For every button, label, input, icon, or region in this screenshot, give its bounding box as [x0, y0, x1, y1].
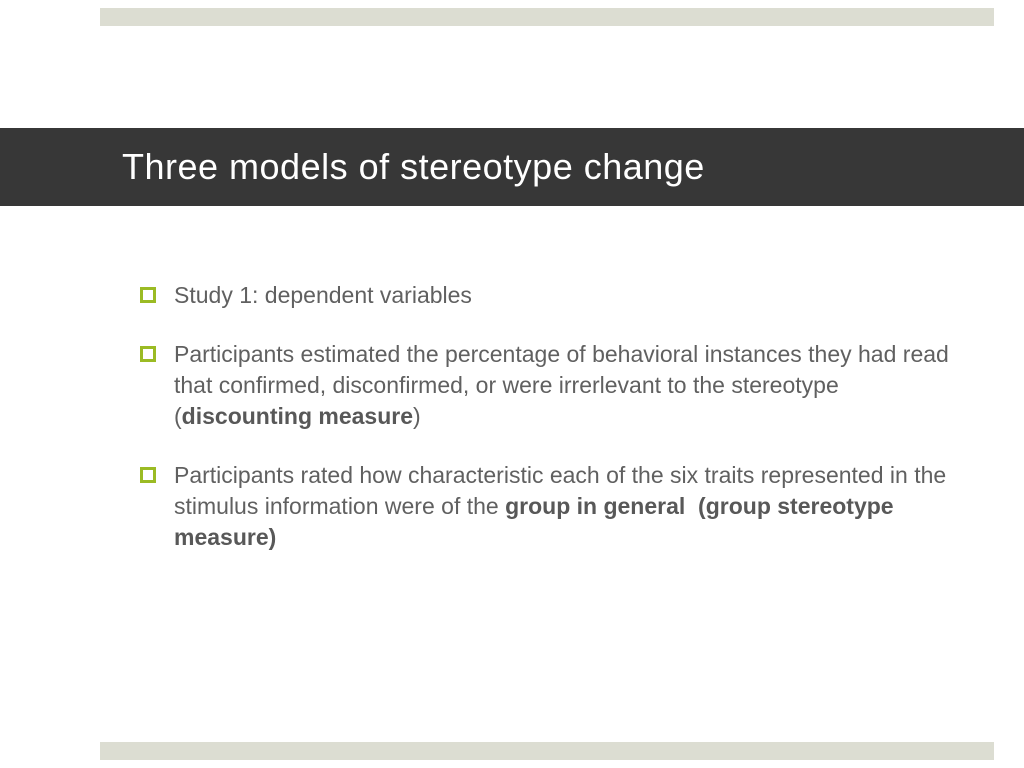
bullet-text: Participants rated how characteristic ea… — [174, 460, 954, 553]
slide-content: Study 1: dependent variables Participant… — [140, 280, 954, 581]
bottom-decorative-bar — [100, 742, 994, 760]
bullet-item: Study 1: dependent variables — [140, 280, 954, 311]
bullet-item: Participants estimated the percentage of… — [140, 339, 954, 432]
top-decorative-bar — [100, 8, 994, 26]
square-bullet-icon — [140, 467, 156, 483]
bullet-text: Participants estimated the percentage of… — [174, 339, 954, 432]
slide-title: Three models of stereotype change — [122, 146, 705, 188]
square-bullet-icon — [140, 346, 156, 362]
bullet-text: Study 1: dependent variables — [174, 280, 472, 311]
bullet-item: Participants rated how characteristic ea… — [140, 460, 954, 553]
title-band: Three models of stereotype change — [0, 128, 1024, 206]
square-bullet-icon — [140, 287, 156, 303]
